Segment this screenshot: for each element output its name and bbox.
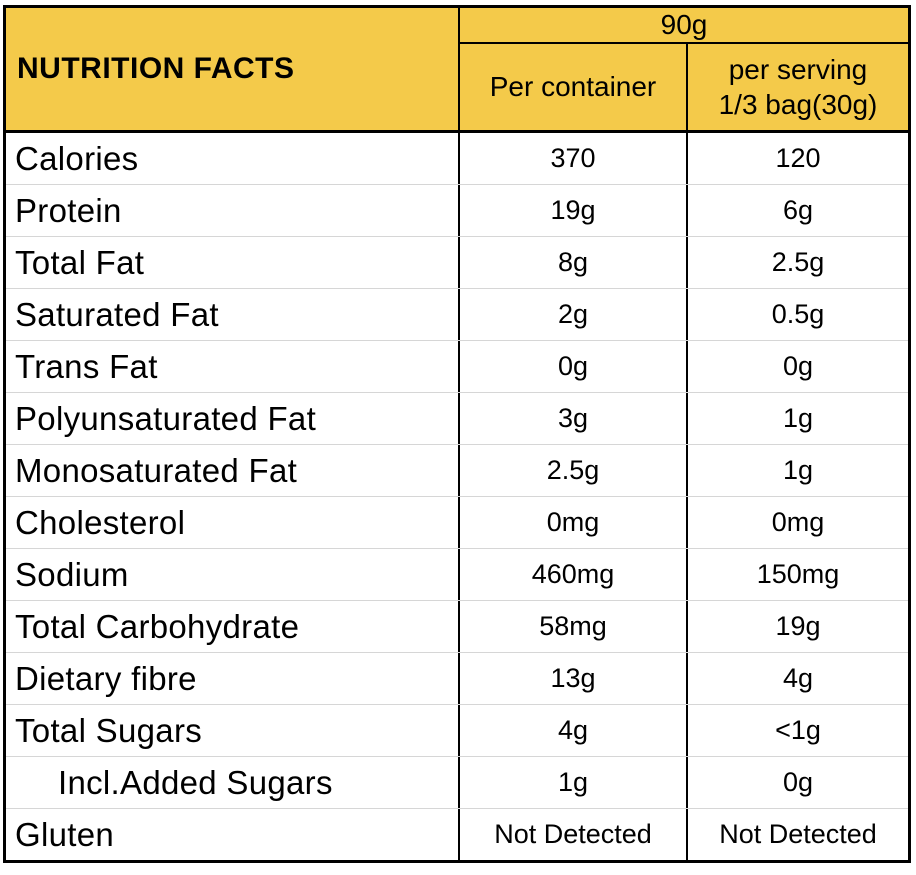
row-label: Sodium bbox=[15, 555, 129, 593]
per-container-value: Not Detected bbox=[458, 809, 686, 860]
table-row-total-carbohydrate: Total Carbohydrate 58mg 19g bbox=[6, 600, 908, 652]
row-label: Protein bbox=[15, 191, 122, 229]
row-label: Total Sugars bbox=[15, 711, 203, 749]
per-serving-value: 19g bbox=[686, 601, 908, 652]
per-serving-value: 0g bbox=[686, 341, 908, 392]
row-label: Calories bbox=[15, 139, 139, 177]
per-serving-value: 0g bbox=[686, 757, 908, 808]
row-label: Saturated Fat bbox=[15, 295, 219, 333]
per-container-value: 370 bbox=[458, 133, 686, 184]
per-serving-value: 6g bbox=[686, 185, 908, 236]
table-row-gluten: Gluten Not Detected Not Detected bbox=[6, 808, 908, 860]
per-container-value: 2.5g bbox=[458, 445, 686, 496]
per-serving-column-header: per serving 1/3 bag(30g) bbox=[686, 44, 908, 130]
per-container-value: 0g bbox=[458, 341, 686, 392]
row-label: Polyunsaturated Fat bbox=[15, 399, 317, 437]
per-container-value: 19g bbox=[458, 185, 686, 236]
nutrition-facts-title: NUTRITION FACTS bbox=[17, 52, 295, 85]
per-serving-value: <1g bbox=[686, 705, 908, 756]
per-serving-value: 0mg bbox=[686, 497, 908, 548]
per-serving-value: 1g bbox=[686, 393, 908, 444]
per-container-value: 2g bbox=[458, 289, 686, 340]
per-serving-value: 150mg bbox=[686, 549, 908, 600]
table-row-added-sugars: Incl.Added Sugars 1g 0g bbox=[6, 756, 908, 808]
per-serving-value: 120 bbox=[686, 133, 908, 184]
per-container-column-header: Per container bbox=[458, 44, 686, 130]
row-label: Monosaturated Fat bbox=[15, 451, 298, 489]
row-label: Cholesterol bbox=[15, 503, 186, 541]
row-label: Gluten bbox=[15, 815, 115, 853]
table-row-sodium: Sodium 460mg 150mg bbox=[6, 548, 908, 600]
per-container-value: 8g bbox=[458, 237, 686, 288]
table-row-calories: Calories 370 120 bbox=[6, 133, 908, 184]
per-container-value: 0mg bbox=[458, 497, 686, 548]
table-row-trans-fat: Trans Fat 0g 0g bbox=[6, 340, 908, 392]
per-container-value: 3g bbox=[458, 393, 686, 444]
row-label: Total Fat bbox=[15, 243, 145, 281]
per-container-value: 1g bbox=[458, 757, 686, 808]
per-container-value: 13g bbox=[458, 653, 686, 704]
table-row-saturated-fat: Saturated Fat 2g 0.5g bbox=[6, 288, 908, 340]
per-container-value: 4g bbox=[458, 705, 686, 756]
row-label: Trans Fat bbox=[15, 347, 158, 385]
per-serving-value: 1g bbox=[686, 445, 908, 496]
per-serving-value: 4g bbox=[686, 653, 908, 704]
row-label: Dietary fibre bbox=[15, 659, 197, 697]
table-body: Calories 370 120 Protein 19g 6g Total Fa… bbox=[6, 133, 908, 860]
row-label: Incl.Added Sugars bbox=[58, 763, 333, 801]
per-serving-line1: per serving bbox=[728, 54, 868, 85]
table-row-dietary-fibre: Dietary fibre 13g 4g bbox=[6, 652, 908, 704]
table-header: NUTRITION FACTS 90g Per container per se… bbox=[6, 8, 908, 133]
table-row-protein: Protein 19g 6g bbox=[6, 184, 908, 236]
table-row-cholesterol: Cholesterol 0mg 0mg bbox=[6, 496, 908, 548]
table-row-total-sugars: Total Sugars 4g <1g bbox=[6, 704, 908, 756]
per-container-value: 460mg bbox=[458, 549, 686, 600]
per-serving-line2: 1/3 bag(30g) bbox=[718, 89, 878, 120]
per-container-value: 58mg bbox=[458, 601, 686, 652]
per-serving-value: 0.5g bbox=[686, 289, 908, 340]
serving-size-header: 90g bbox=[458, 8, 908, 44]
row-label: Total Carbohydrate bbox=[15, 607, 300, 645]
table-row-monosaturated-fat: Monosaturated Fat 2.5g 1g bbox=[6, 444, 908, 496]
per-serving-value: Not Detected bbox=[686, 809, 908, 860]
per-serving-value: 2.5g bbox=[686, 237, 908, 288]
table-row-polyunsaturated-fat: Polyunsaturated Fat 3g 1g bbox=[6, 392, 908, 444]
table-row-total-fat: Total Fat 8g 2.5g bbox=[6, 236, 908, 288]
nutrition-facts-table: NUTRITION FACTS 90g Per container per se… bbox=[3, 5, 911, 863]
